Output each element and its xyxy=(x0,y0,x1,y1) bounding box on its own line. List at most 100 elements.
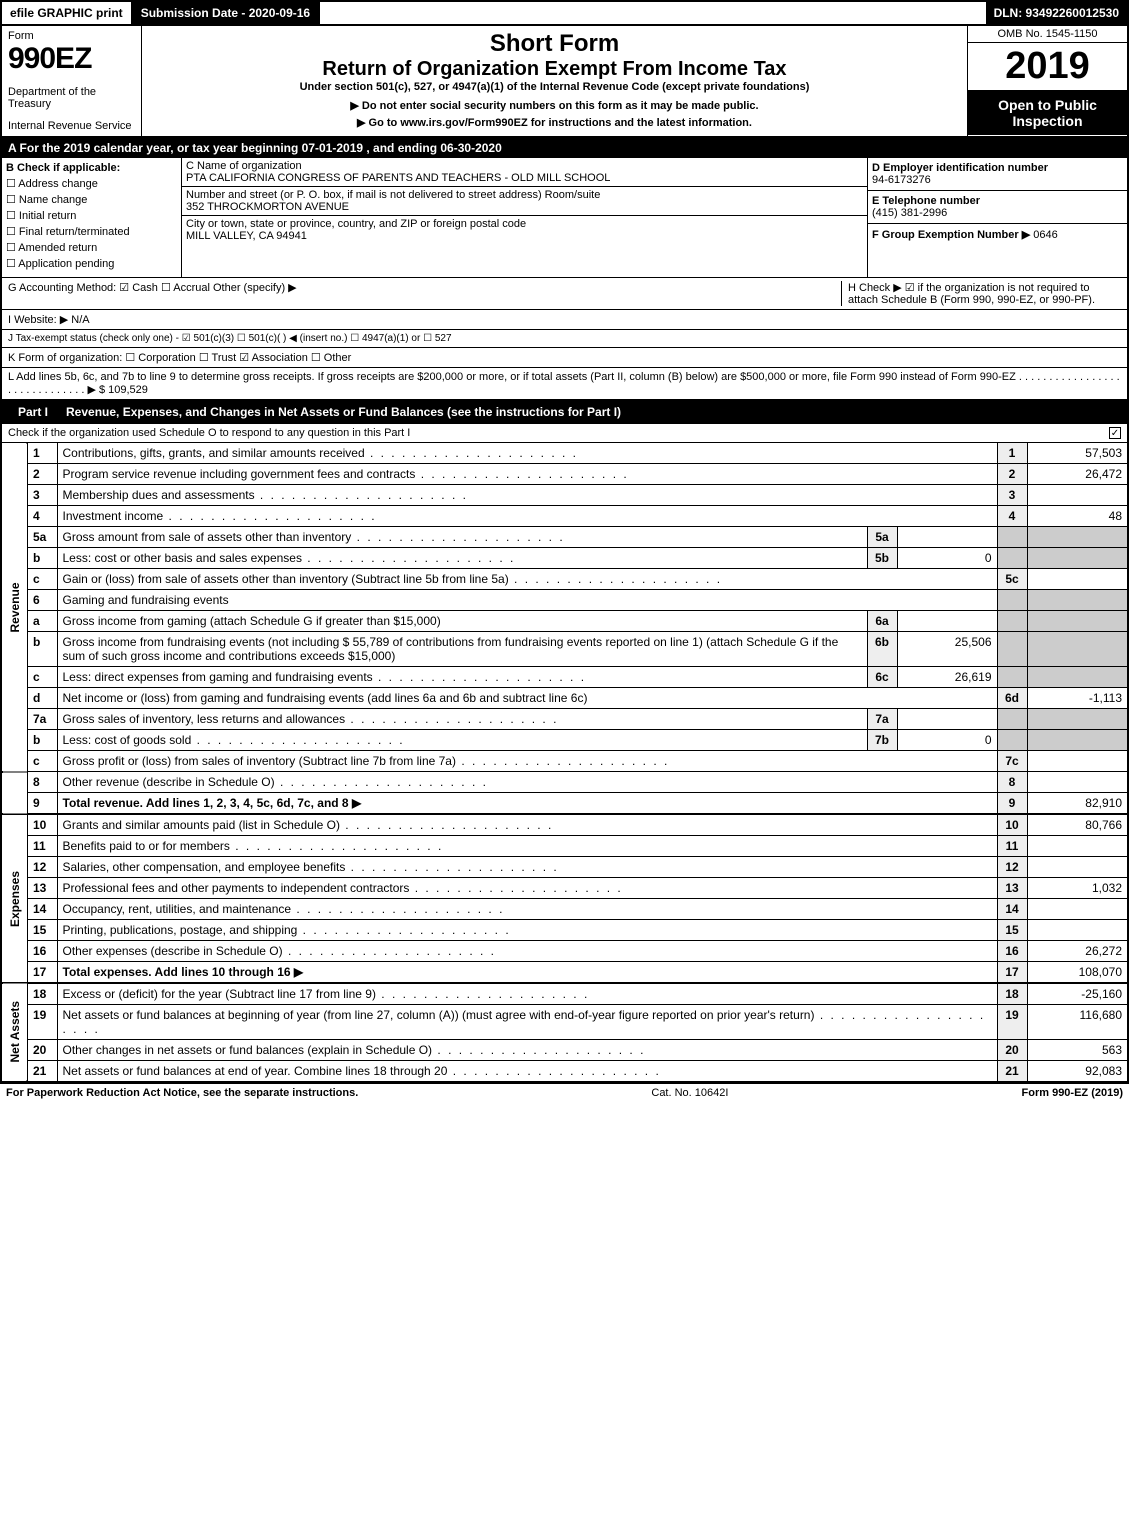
line-rnum: 19 xyxy=(997,1005,1027,1040)
line-desc: Net income or (loss) from gaming and fun… xyxy=(57,688,997,709)
line-num: 5a xyxy=(27,527,57,548)
form-label: Form xyxy=(8,30,135,42)
sub-amt xyxy=(897,611,997,632)
line-rnum: 7c xyxy=(997,751,1027,772)
line-l: L Add lines 5b, 6c, and 7b to line 9 to … xyxy=(2,368,1127,400)
line-num: 21 xyxy=(27,1061,57,1082)
netassets-label: Net Assets xyxy=(2,983,27,1082)
line-amt: 563 xyxy=(1027,1040,1127,1061)
line-num: 2 xyxy=(27,464,57,485)
box-b-item[interactable]: ☐ Final return/terminated xyxy=(6,225,177,238)
line-amt xyxy=(1027,836,1127,857)
line-desc: Program service revenue including govern… xyxy=(57,464,997,485)
top-bar: efile GRAPHIC print Submission Date - 20… xyxy=(2,2,1127,26)
do-not-enter: ▶ Do not enter social security numbers o… xyxy=(150,99,959,112)
line-rnum: 21 xyxy=(997,1061,1027,1082)
under-section: Under section 501(c), 527, or 4947(a)(1)… xyxy=(150,81,959,93)
line-desc: Other revenue (describe in Schedule O) xyxy=(57,772,997,793)
gray-cell xyxy=(997,667,1027,688)
sub-num: 7a xyxy=(867,709,897,730)
line-rnum: 14 xyxy=(997,899,1027,920)
line-desc: Less: direct expenses from gaming and fu… xyxy=(57,667,867,688)
line-num: c xyxy=(27,751,57,772)
line-amt xyxy=(1027,772,1127,793)
gray-cell xyxy=(997,611,1027,632)
line-desc: Membership dues and assessments xyxy=(57,485,997,506)
line-num: 16 xyxy=(27,941,57,962)
line-num: 12 xyxy=(27,857,57,878)
line-desc: Gross profit or (loss) from sales of inv… xyxy=(57,751,997,772)
ein-label: D Employer identification number xyxy=(872,162,1123,174)
form-number: 990EZ xyxy=(8,42,135,76)
line-num: b xyxy=(27,632,57,667)
line-num: 11 xyxy=(27,836,57,857)
footer-mid: Cat. No. 10642I xyxy=(358,1087,1021,1099)
efile-label[interactable]: efile GRAPHIC print xyxy=(2,2,131,24)
gray-cell xyxy=(1027,730,1127,751)
line-rnum: 20 xyxy=(997,1040,1027,1061)
gray-cell xyxy=(1027,632,1127,667)
tax-year: 2019 xyxy=(968,43,1127,91)
group-exempt-label: F Group Exemption Number ▶ xyxy=(872,229,1030,241)
sub-amt: 26,619 xyxy=(897,667,997,688)
gray-cell xyxy=(997,709,1027,730)
sub-amt: 25,506 xyxy=(897,632,997,667)
box-b-item[interactable]: ☐ Name change xyxy=(6,193,177,206)
gray-cell xyxy=(1027,709,1127,730)
sub-amt: 0 xyxy=(897,730,997,751)
line-desc: Gaming and fundraising events xyxy=(57,590,997,611)
line-amt xyxy=(1027,899,1127,920)
line-desc: Less: cost or other basis and sales expe… xyxy=(57,548,867,569)
gray-cell xyxy=(1027,527,1127,548)
part-1-check-text: Check if the organization used Schedule … xyxy=(8,427,1109,439)
line-num: 8 xyxy=(27,772,57,793)
line-rnum: 17 xyxy=(997,962,1027,984)
open-to-public: Open to Public Inspection xyxy=(968,91,1127,135)
line-desc: Gross income from gaming (attach Schedul… xyxy=(57,611,867,632)
line-desc: Grants and similar amounts paid (list in… xyxy=(57,814,997,836)
line-desc: Investment income xyxy=(57,506,997,527)
gray-cell xyxy=(997,730,1027,751)
ein-value: 94-6173276 xyxy=(872,174,1123,186)
line-num: 4 xyxy=(27,506,57,527)
header-left: Form 990EZ Department of the Treasury In… xyxy=(2,26,142,136)
line-desc: Total expenses. Add lines 10 through 16 … xyxy=(57,962,997,984)
line-g-h: G Accounting Method: ☑ Cash ☐ Accrual Ot… xyxy=(2,278,1127,310)
box-b-item[interactable]: ☐ Initial return xyxy=(6,209,177,222)
line-rnum: 3 xyxy=(997,485,1027,506)
box-def: D Employer identification number 94-6173… xyxy=(867,158,1127,277)
box-b-item[interactable]: ☐ Amended return xyxy=(6,241,177,254)
line-desc: Printing, publications, postage, and shi… xyxy=(57,920,997,941)
checkbox-icon[interactable]: ✓ xyxy=(1109,427,1121,439)
line-desc: Total revenue. Add lines 1, 2, 3, 4, 5c,… xyxy=(57,793,997,815)
department: Department of the Treasury xyxy=(8,86,135,110)
box-b-item[interactable]: ☐ Address change xyxy=(6,177,177,190)
line-desc: Less: cost of goods sold xyxy=(57,730,867,751)
line-amt: 48 xyxy=(1027,506,1127,527)
submission-date: Submission Date - 2020-09-16 xyxy=(131,2,320,24)
line-desc: Benefits paid to or for members xyxy=(57,836,997,857)
rev-cont xyxy=(2,772,27,815)
line-desc: Gain or (loss) from sale of assets other… xyxy=(57,569,997,590)
sub-num: 6c xyxy=(867,667,897,688)
line-amt: 80,766 xyxy=(1027,814,1127,836)
line-rnum: 5c xyxy=(997,569,1027,590)
line-k: K Form of organization: ☐ Corporation ☐ … xyxy=(2,348,1127,368)
box-b-item[interactable]: ☐ Application pending xyxy=(6,257,177,270)
sub-num: 6a xyxy=(867,611,897,632)
line-amt xyxy=(1027,751,1127,772)
line-desc: Contributions, gifts, grants, and simila… xyxy=(57,443,997,464)
revenue-label: Revenue xyxy=(2,443,27,772)
line-num: 13 xyxy=(27,878,57,899)
line-rnum: 1 xyxy=(997,443,1027,464)
line-num: b xyxy=(27,548,57,569)
line-num: 7a xyxy=(27,709,57,730)
line-num: 18 xyxy=(27,983,57,1005)
gray-cell xyxy=(997,632,1027,667)
goto-link[interactable]: ▶ Go to www.irs.gov/Form990EZ for instru… xyxy=(150,116,959,129)
line-amt: 1,032 xyxy=(1027,878,1127,899)
line-desc: Excess or (deficit) for the year (Subtra… xyxy=(57,983,997,1005)
line-num: a xyxy=(27,611,57,632)
line-amt xyxy=(1027,857,1127,878)
sub-num: 6b xyxy=(867,632,897,667)
